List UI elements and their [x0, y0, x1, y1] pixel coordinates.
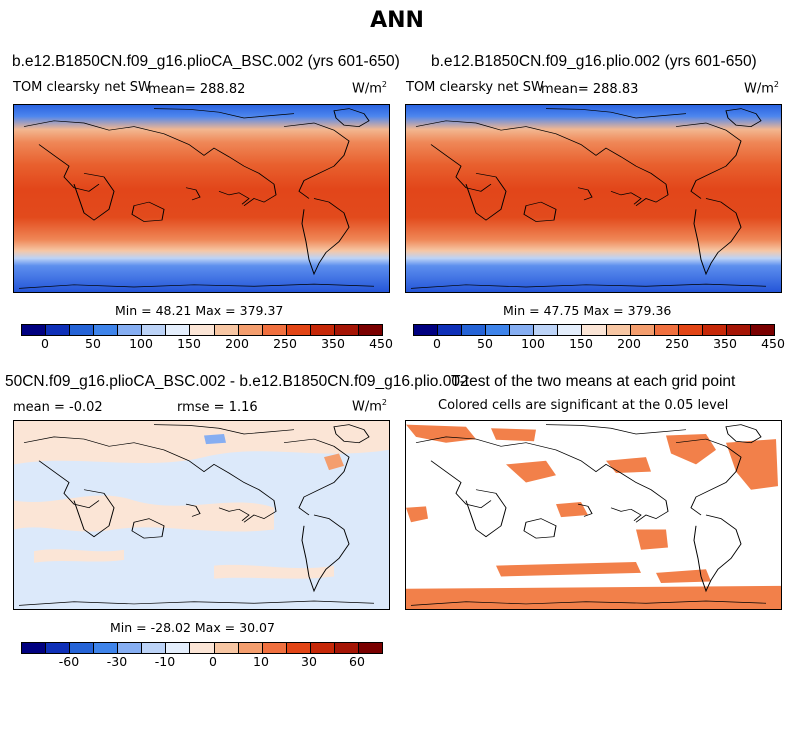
colorbar-swatch: [606, 325, 631, 335]
colorbar-tick-label: 150: [177, 336, 201, 351]
colorbar-swatch: [262, 643, 287, 653]
colorbar-tick-label: 50: [477, 336, 493, 351]
panel-1-map: [13, 104, 390, 293]
colorbar-swatch: [166, 325, 191, 335]
colorbar-swatch: [358, 643, 382, 653]
colorbar-swatch: [94, 325, 119, 335]
colorbar-tick-label: 0: [41, 336, 49, 351]
colorbar-tick-label: 100: [129, 336, 153, 351]
colorbar-tick-label: 60: [349, 654, 365, 669]
colorbar-swatch: [214, 643, 239, 653]
colorbar-swatch: [166, 643, 191, 653]
colorbar-tick-label: -10: [154, 654, 176, 669]
colorbar-tick-label: 450: [761, 336, 785, 351]
colorbar-tick-label: 10: [253, 654, 269, 669]
colorbar-tick-label: 450: [369, 336, 393, 351]
colorbar-tick-label: 30: [301, 654, 317, 669]
panel-3-minmax: Min = -28.02 Max = 30.07: [110, 620, 275, 635]
colorbar-swatch: [214, 325, 239, 335]
colorbar-swatch: [118, 325, 143, 335]
panel-2-title: b.e12.B1850CN.f09_g16.plio.002 (yrs 601-…: [431, 53, 757, 70]
colorbar-swatch: [70, 325, 95, 335]
colorbar-swatch: [582, 325, 607, 335]
panel-1-colorbar: [21, 324, 383, 336]
panel-1-units: W/m2: [352, 80, 387, 97]
colorbar-tick-label: 100: [521, 336, 545, 351]
colorbar-swatch: [334, 325, 359, 335]
colorbar-swatch: [22, 325, 47, 335]
colorbar-swatch: [702, 325, 727, 335]
colorbar-swatch: [510, 325, 535, 335]
colorbar-tick-label: 200: [617, 336, 641, 351]
panel-2-map: [405, 104, 782, 293]
colorbar-swatch: [190, 325, 215, 335]
colorbar-swatch: [70, 643, 95, 653]
colorbar-tick-label: 250: [273, 336, 297, 351]
colorbar-tick-label: 350: [713, 336, 737, 351]
colorbar-tick-label: 350: [321, 336, 345, 351]
colorbar-swatch: [94, 643, 119, 653]
colorbar-swatch: [534, 325, 559, 335]
panel-4-title: T-test of the two means at each grid poi…: [451, 373, 736, 390]
colorbar-tick-label: -60: [58, 654, 80, 669]
colorbar-swatch: [462, 325, 487, 335]
colorbar-swatch: [486, 325, 511, 335]
colorbar-swatch: [286, 325, 311, 335]
panel-3-map: [13, 420, 390, 610]
colorbar-swatch: [358, 325, 382, 335]
panel-1-variable: TOM clearsky net SW: [13, 80, 151, 95]
colorbar-swatch: [678, 325, 703, 335]
colorbar-tick-label: 50: [85, 336, 101, 351]
colorbar-swatch: [630, 325, 655, 335]
panel-3-rmse: rmse = 1.16: [177, 400, 258, 415]
colorbar-swatch: [286, 643, 311, 653]
panel-2-units: W/m2: [744, 80, 779, 97]
panel-1-minmax: Min = 48.21 Max = 379.37: [115, 303, 284, 318]
colorbar-tick-label: 0: [433, 336, 441, 351]
colorbar-swatch: [310, 325, 335, 335]
panel-2-mean: mean= 288.83: [541, 82, 639, 97]
panel-2-minmax: Min = 47.75 Max = 379.36: [503, 303, 672, 318]
colorbar-tick-label: 250: [665, 336, 689, 351]
colorbar-swatch: [142, 643, 167, 653]
colorbar-swatch: [46, 643, 71, 653]
colorbar-tick-label: 200: [225, 336, 249, 351]
colorbar-tick-label: -30: [106, 654, 128, 669]
panel-3-units: W/m2: [352, 398, 387, 415]
panel-4-subtitle: Colored cells are significant at the 0.0…: [438, 398, 729, 413]
panel-2-variable: TOM clearsky net SW: [406, 80, 544, 95]
panel-3-title: 50CN.f09_g16.plioCA_BSC.002 - b.e12.B185…: [5, 373, 469, 390]
colorbar-swatch: [22, 643, 47, 653]
panel-2-colorbar: [413, 324, 775, 336]
panel-1-mean: mean= 288.82: [148, 82, 246, 97]
colorbar-swatch: [46, 325, 71, 335]
colorbar-swatch: [726, 325, 751, 335]
colorbar-swatch: [262, 325, 287, 335]
colorbar-swatch: [558, 325, 583, 335]
colorbar-swatch: [438, 325, 463, 335]
colorbar-swatch: [118, 643, 143, 653]
colorbar-swatch: [310, 643, 335, 653]
colorbar-swatch: [238, 643, 263, 653]
panel-1-title: b.e12.B1850CN.f09_g16.plioCA_BSC.002 (yr…: [12, 53, 400, 70]
colorbar-swatch: [750, 325, 774, 335]
panel-4-map: [405, 420, 782, 610]
colorbar-tick-label: 150: [569, 336, 593, 351]
colorbar-swatch: [334, 643, 359, 653]
colorbar-swatch: [238, 325, 263, 335]
panel-3-colorbar: [21, 642, 383, 654]
page-title: ANN: [370, 8, 424, 33]
colorbar-swatch: [190, 643, 215, 653]
colorbar-tick-label: 0: [209, 654, 217, 669]
colorbar-swatch: [414, 325, 439, 335]
panel-3-mean: mean = -0.02: [13, 400, 103, 415]
colorbar-swatch: [142, 325, 167, 335]
colorbar-swatch: [654, 325, 679, 335]
